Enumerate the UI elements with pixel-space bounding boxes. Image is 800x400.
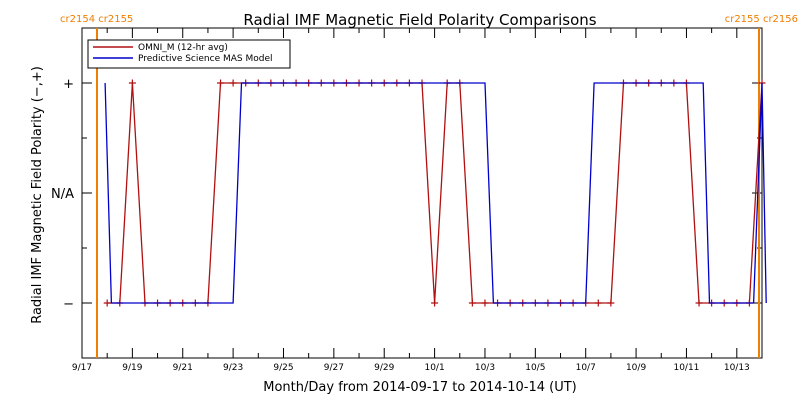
x-tick-label: 9/23 [223, 363, 243, 373]
x-tick-label: 9/17 [72, 363, 92, 373]
data-point [481, 299, 489, 307]
x-tick-label: 9/19 [122, 363, 142, 373]
y-tick-label: − [63, 297, 74, 312]
y-axis-label: Radial IMF Magnetic Field Polarity (−,+) [30, 66, 45, 324]
chart-title: Radial IMF Magnetic Field Polarity Compa… [243, 11, 596, 29]
data-point [128, 79, 136, 87]
x-axis: 9/17 9/19 9/21 9/23 9/25 9/27 9/29 10/1 10/3 10/5… [72, 28, 763, 373]
plot-frame [81, 27, 763, 359]
legend-label: Predictive Science MAS Model [138, 54, 273, 64]
series-layer [103, 79, 767, 307]
data-point [229, 79, 237, 87]
series-line [104, 82, 767, 304]
data-point [431, 299, 439, 307]
data-point [594, 299, 602, 307]
x-tick-label: 9/27 [324, 363, 344, 373]
x-tick-label: 9/21 [173, 363, 193, 373]
x-tick-label: 10/1 [424, 363, 444, 373]
x-tick-label: 10/3 [475, 363, 495, 373]
data-point [695, 299, 703, 307]
x-tick-label: 10/5 [525, 363, 545, 373]
legend-label: OMNI_M (12-hr avg) [138, 43, 228, 53]
data-point [103, 299, 111, 307]
data-point [217, 79, 225, 87]
legend-box [87, 39, 291, 69]
rotation-label: cr2154 cr2155 [60, 14, 133, 25]
y-tick-label: N/A [51, 187, 74, 202]
x-axis-label: Month/Day from 2014-09-17 to 2014-10-14 … [263, 380, 576, 395]
x-tick-label: 10/9 [626, 363, 646, 373]
series-omni [103, 79, 766, 307]
x-tick-label: 9/25 [273, 363, 293, 373]
series-line [107, 82, 763, 304]
x-tick-label: 10/13 [724, 363, 750, 373]
x-tick-label: 9/29 [374, 363, 394, 373]
rotation-labels: cr2154 cr2155 cr2155 cr2156 [60, 14, 798, 25]
data-point [607, 299, 615, 307]
y-axis: + N/A − [51, 27, 762, 359]
rotation-label: cr2155 cr2156 [725, 14, 798, 25]
series-mas [104, 82, 767, 304]
data-point [468, 299, 476, 307]
y-tick-label: + [63, 77, 74, 92]
x-tick-label: 10/11 [673, 363, 699, 373]
x-tick-label: 10/7 [576, 363, 596, 373]
legend: OMNI_M (12-hr avg)Predictive Science MAS… [87, 39, 291, 69]
